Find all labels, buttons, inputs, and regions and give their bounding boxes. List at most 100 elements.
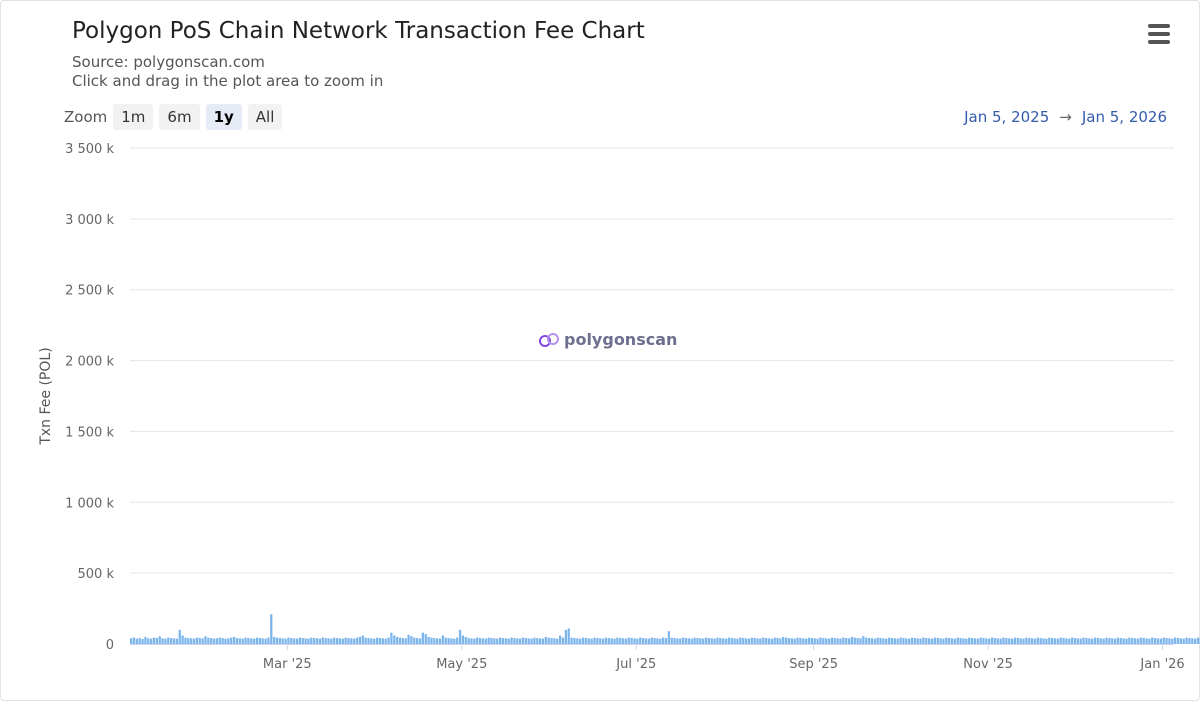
bar xyxy=(358,636,362,644)
bar xyxy=(939,638,942,644)
bar xyxy=(910,637,914,644)
bar xyxy=(982,638,985,644)
bar xyxy=(619,638,622,644)
bar xyxy=(135,638,138,644)
hamburger-menu-icon[interactable] xyxy=(1148,24,1170,46)
bar xyxy=(476,637,479,644)
x-tick-label: Sep '25 xyxy=(789,657,838,672)
bar xyxy=(1071,637,1074,644)
bar xyxy=(704,637,708,644)
bar xyxy=(710,638,713,644)
bar xyxy=(696,638,699,644)
bar xyxy=(853,637,856,644)
bar xyxy=(564,629,568,644)
bar xyxy=(948,638,951,644)
range-arrow-icon: → xyxy=(1059,108,1072,126)
zoom-1m-button[interactable]: 1m xyxy=(113,104,154,130)
bar xyxy=(942,638,945,644)
bar xyxy=(850,636,854,644)
bar xyxy=(559,635,562,644)
bar xyxy=(230,637,233,644)
bar xyxy=(158,636,161,644)
chart-hint: Click and drag in the plot area to zoom … xyxy=(72,72,384,90)
bar xyxy=(742,638,745,644)
range-to-date[interactable]: Jan 5, 2026 xyxy=(1081,108,1167,126)
bar xyxy=(950,638,954,644)
bar xyxy=(501,638,505,644)
bar xyxy=(287,637,290,644)
bar xyxy=(1159,638,1162,644)
bar xyxy=(879,638,882,644)
bar xyxy=(604,637,608,644)
bar xyxy=(641,638,645,644)
bar xyxy=(1174,637,1177,644)
bar xyxy=(973,638,977,644)
bar xyxy=(756,638,759,644)
x-tick-label: Jul '25 xyxy=(615,657,656,672)
bar xyxy=(324,638,327,644)
chart-title: Polygon PoS Chain Network Transaction Fe… xyxy=(72,18,645,44)
bar xyxy=(370,638,373,644)
bar xyxy=(1131,638,1134,644)
bar xyxy=(1056,638,1059,644)
x-tick-label: May '25 xyxy=(436,657,487,672)
bar xyxy=(633,638,636,644)
bar xyxy=(790,638,793,644)
bar xyxy=(144,636,147,644)
bar xyxy=(679,638,682,644)
bar xyxy=(722,638,725,644)
bar xyxy=(716,637,719,644)
bar xyxy=(467,638,470,644)
bar xyxy=(810,638,813,644)
bar xyxy=(1139,637,1142,644)
bar xyxy=(1119,638,1122,644)
bar xyxy=(504,638,507,644)
bar xyxy=(707,638,711,644)
bar xyxy=(682,637,685,644)
bar xyxy=(613,638,616,644)
zoom-1y-button[interactable]: 1y xyxy=(205,104,242,130)
bar xyxy=(430,637,433,644)
zoom-6m-button[interactable]: 6m xyxy=(159,104,200,130)
bar xyxy=(999,638,1002,644)
bar xyxy=(1108,638,1111,644)
bar xyxy=(922,637,925,644)
bar xyxy=(916,638,919,644)
bar xyxy=(819,637,822,644)
bar xyxy=(693,637,696,644)
bar xyxy=(807,637,811,644)
bar xyxy=(919,638,922,644)
bar xyxy=(945,637,948,644)
bar xyxy=(764,638,768,644)
bar xyxy=(847,638,851,644)
bar xyxy=(1008,638,1011,644)
bar xyxy=(867,638,871,644)
bar xyxy=(1028,638,1031,644)
bar xyxy=(190,638,193,644)
bar xyxy=(1085,638,1088,644)
bar xyxy=(458,629,462,644)
bar xyxy=(347,638,350,644)
bar xyxy=(496,638,499,644)
bar xyxy=(599,638,602,644)
bar xyxy=(304,638,307,644)
bar xyxy=(733,638,736,644)
bar xyxy=(865,637,868,644)
bar xyxy=(1045,638,1048,644)
bar xyxy=(962,638,965,644)
bar xyxy=(404,638,407,644)
zoom-all-button[interactable]: All xyxy=(247,104,283,130)
bar xyxy=(258,638,261,644)
bar xyxy=(933,637,936,644)
bar xyxy=(487,637,490,644)
bar xyxy=(461,635,465,644)
bar xyxy=(373,638,376,644)
bar xyxy=(1042,638,1045,644)
bar xyxy=(713,638,716,644)
range-from-date[interactable]: Jan 5, 2025 xyxy=(964,108,1050,126)
bar xyxy=(1076,638,1080,644)
bar xyxy=(215,638,219,644)
bar xyxy=(1010,638,1014,644)
bar xyxy=(1182,638,1185,644)
